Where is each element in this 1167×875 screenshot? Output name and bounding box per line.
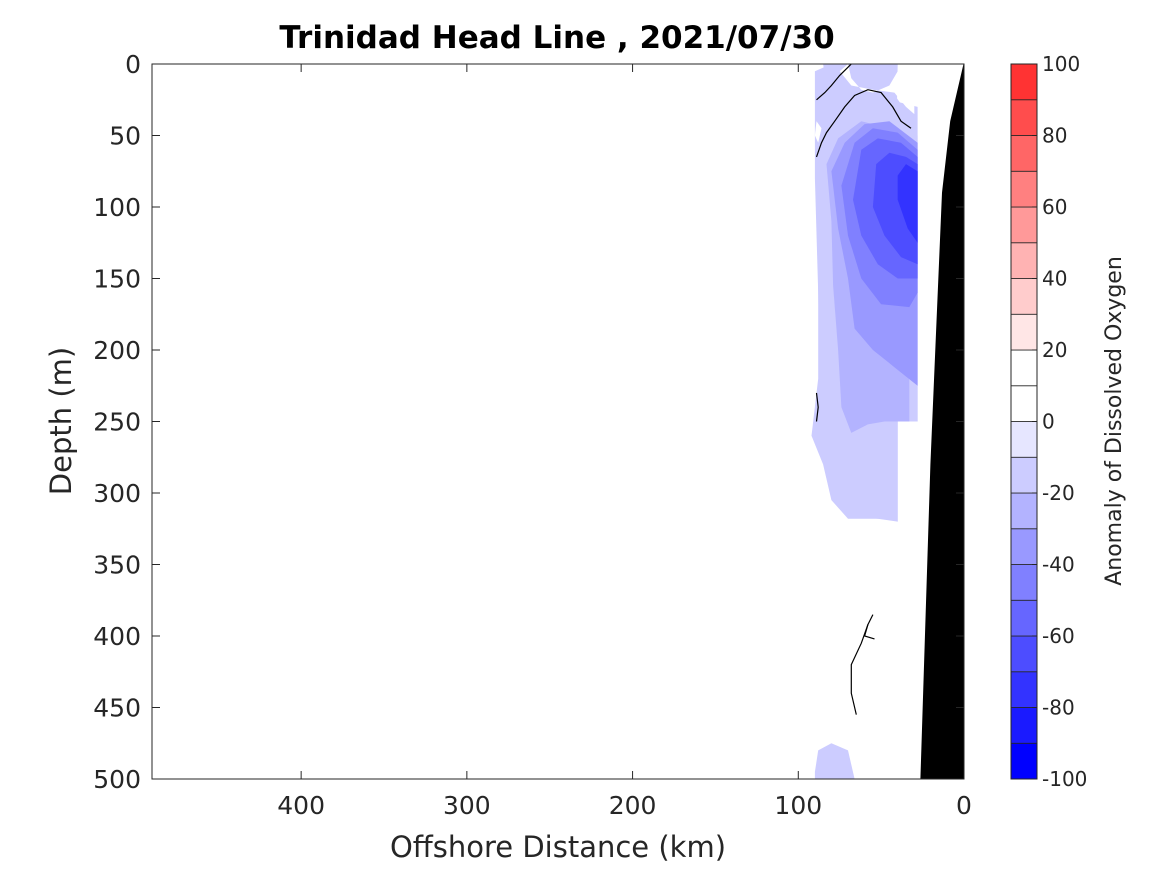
colorbar-tick-label-60: 60 xyxy=(1042,195,1067,219)
colorbar-tick-label-0: 0 xyxy=(1042,410,1055,434)
colorbar-cell-15 xyxy=(1010,206,1038,244)
x-tick-label-300: 300 xyxy=(443,791,491,820)
y-axis-label: Depth (m) xyxy=(44,347,78,495)
x-tick-label-400: 400 xyxy=(277,791,325,820)
colorbar-cell-5 xyxy=(1010,564,1038,601)
colorbar-cell-0 xyxy=(1010,742,1038,780)
contour-region-9 xyxy=(839,64,915,115)
contour-line-2 xyxy=(815,392,819,422)
colorbar-cell-13 xyxy=(1010,278,1038,315)
x-tick-label-100: 100 xyxy=(774,791,822,820)
colorbar-cell-16 xyxy=(1010,170,1038,208)
y-tick-label-500: 500 xyxy=(93,765,141,794)
y-tick-label-150: 150 xyxy=(93,265,141,294)
colorbar-tick-label--80: -80 xyxy=(1042,696,1075,720)
colorbar-cell-17 xyxy=(1010,135,1038,172)
x-axis-ticks: 400 300 200 100 0 xyxy=(277,64,972,820)
x-tick-label-0: 0 xyxy=(956,791,972,820)
colorbar-cell-1 xyxy=(1010,707,1038,744)
y-axis-ticks: 0 50 100 150 200 250 300 350 400 450 500 xyxy=(93,50,964,794)
filled-contours xyxy=(811,64,918,779)
contour-line-3 xyxy=(850,614,874,715)
seafloor-bathymetry xyxy=(920,64,964,779)
y-tick-label-100: 100 xyxy=(93,193,141,222)
colorbar-cell-14 xyxy=(1010,242,1038,279)
colorbar-cell-8 xyxy=(1010,456,1038,494)
colorbar-tick-label-80: 80 xyxy=(1042,124,1067,148)
x-axis-label: Offshore Distance (km) xyxy=(390,830,726,864)
colorbar-cell-19 xyxy=(1010,63,1038,101)
y-tick-label-450: 450 xyxy=(93,694,141,723)
colorbar-cell-11 xyxy=(1010,349,1038,387)
colorbar-tick-label-100: 100 xyxy=(1042,52,1080,76)
colorbar-tick-label--100: -100 xyxy=(1042,767,1087,791)
y-tick-label-300: 300 xyxy=(93,479,141,508)
contour-lines xyxy=(815,64,912,715)
colorbar-cell-4 xyxy=(1010,599,1038,637)
x-tick-label-200: 200 xyxy=(609,791,657,820)
colorbar-tick-label-20: 20 xyxy=(1042,338,1067,362)
colorbar-label: Anomaly of Dissolved Oxygen xyxy=(1102,256,1127,586)
colorbar-cell-12 xyxy=(1010,313,1038,351)
colorbar-tick-label--40: -40 xyxy=(1042,553,1075,577)
colorbar-ticks: 100 80 60 40 20 0 -20 -40 -60 -80 -100 xyxy=(1032,52,1087,791)
colorbar-cell-18 xyxy=(1010,99,1038,136)
colorbar-cell-9 xyxy=(1010,421,1038,458)
contour-region-2 xyxy=(814,743,855,779)
y-tick-label-200: 200 xyxy=(93,336,141,365)
contour-region-8 xyxy=(897,164,918,243)
colorbar-cell-6 xyxy=(1010,528,1038,565)
colorbar: 100 80 60 40 20 0 -20 -40 -60 -80 -100 xyxy=(1010,52,1087,791)
colorbar-cell-3 xyxy=(1010,635,1038,673)
y-tick-label-350: 350 xyxy=(93,551,141,580)
colorbar-cell-2 xyxy=(1010,671,1038,708)
contour-line-4 xyxy=(863,624,875,640)
contour-line-0 xyxy=(816,64,852,101)
colorbar-cell-7 xyxy=(1010,492,1038,530)
contour-region-10 xyxy=(814,121,822,143)
colorbar-tick-label--60: -60 xyxy=(1042,624,1075,648)
plot-area: 400 300 200 100 0 0 50 100 150 200 250 300 350 400 45… xyxy=(93,50,972,820)
y-tick-label-50: 50 xyxy=(109,122,141,151)
y-tick-label-250: 250 xyxy=(93,408,141,437)
bathymetry xyxy=(920,64,964,779)
colorbar-tick-label-40: 40 xyxy=(1042,267,1067,291)
colorbar-tick-label--20: -20 xyxy=(1042,481,1075,505)
colorbar-cell-10 xyxy=(1010,385,1038,422)
colorbar-cells xyxy=(1010,63,1038,780)
y-tick-label-0: 0 xyxy=(125,50,141,79)
chart-title: Trinidad Head Line , 2021/07/30 xyxy=(279,20,834,56)
contour-line-1 xyxy=(815,89,912,158)
y-tick-label-400: 400 xyxy=(93,622,141,651)
